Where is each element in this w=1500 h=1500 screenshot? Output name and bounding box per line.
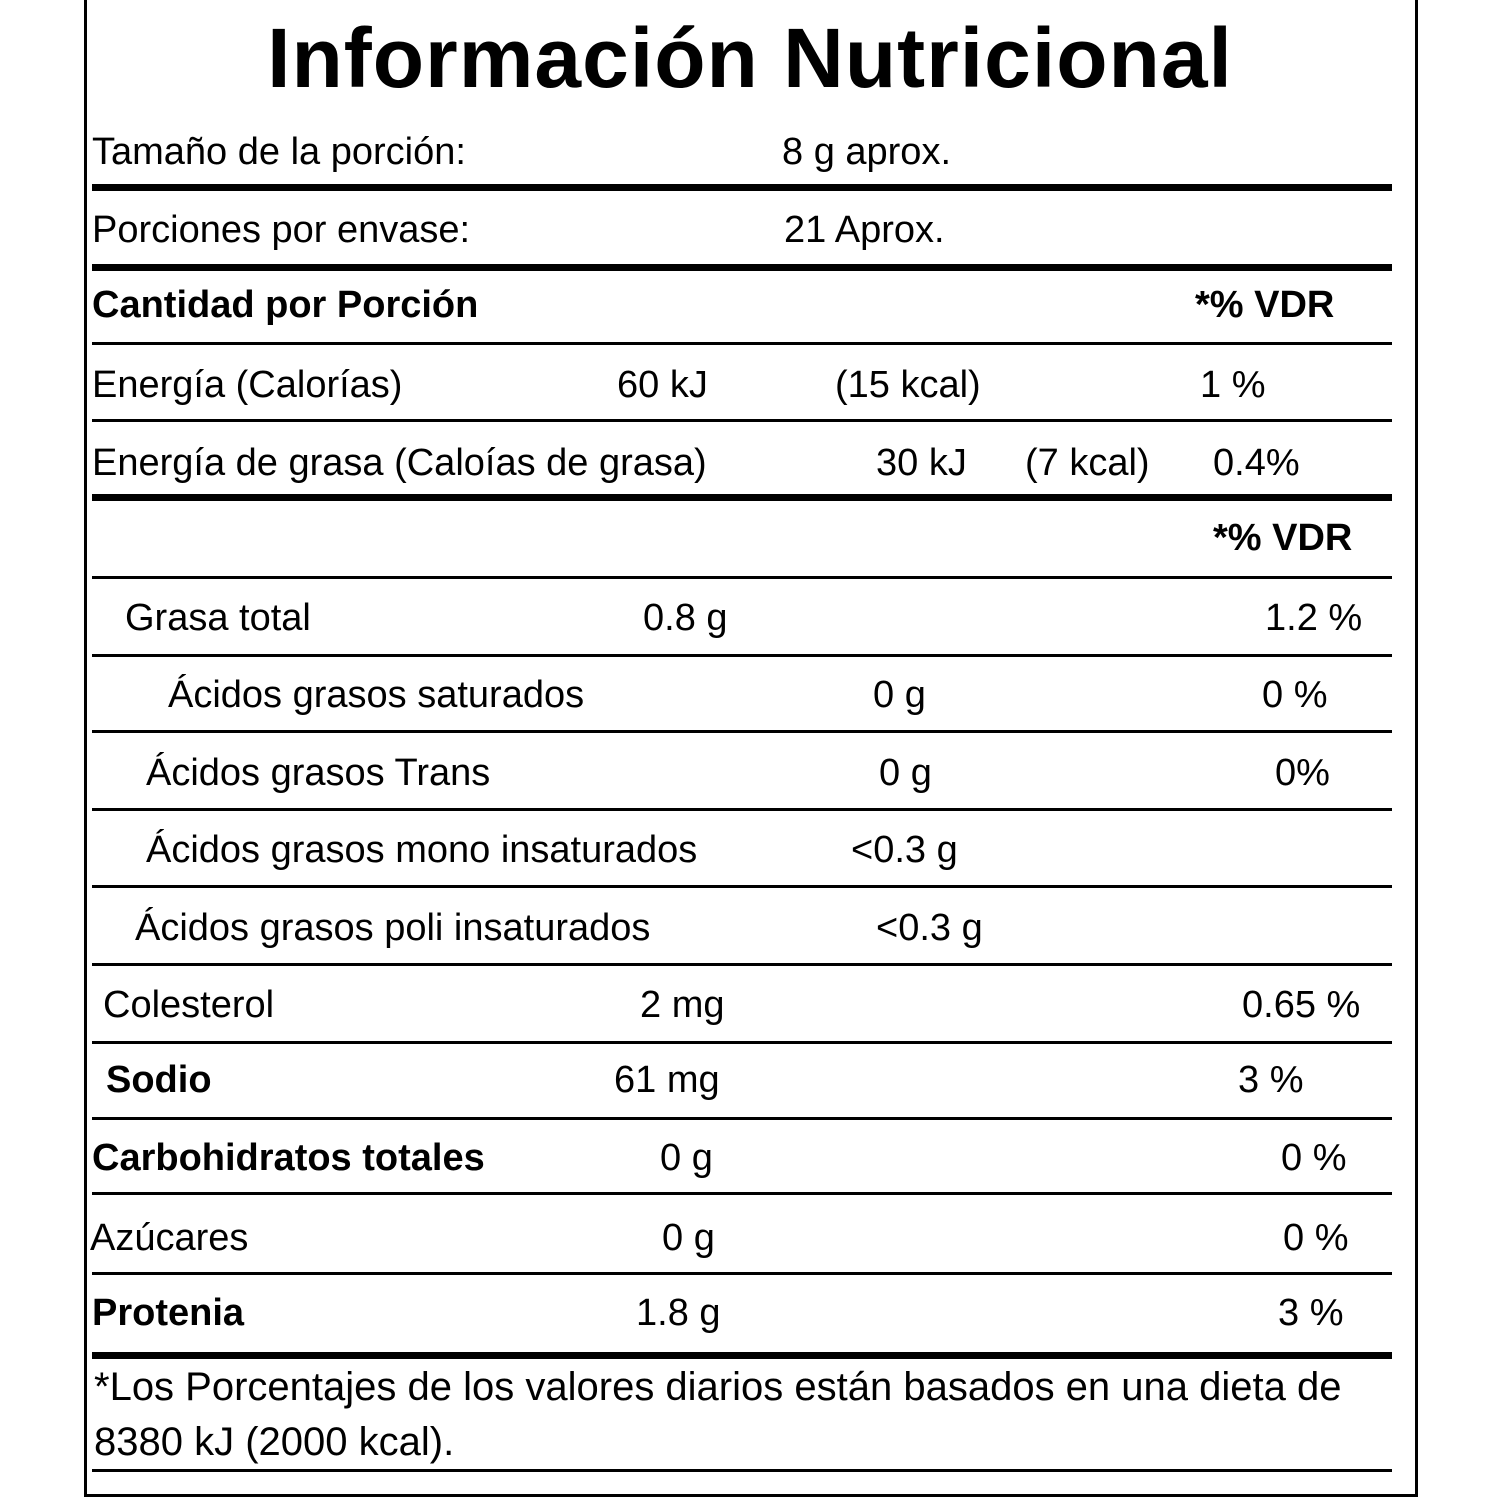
- row-percent: 0.4%: [1213, 442, 1300, 484]
- divider: [92, 184, 1392, 191]
- divider: [92, 1469, 1392, 1472]
- row-percent: 0 %: [1283, 1217, 1349, 1259]
- row-label: Cantidad por Porción: [92, 284, 479, 326]
- divider: [92, 494, 1392, 501]
- divider: [92, 1272, 1392, 1275]
- column-header: *% VDR: [1213, 517, 1353, 559]
- row-value: (7 kcal): [1025, 442, 1150, 484]
- row-value: 2 mg: [640, 984, 725, 1026]
- divider: [92, 1352, 1392, 1359]
- row-value: 60 kJ: [617, 364, 708, 406]
- row-value: <0.3 g: [851, 829, 958, 871]
- row-label: Energía de grasa (Caloías de grasa): [92, 442, 707, 484]
- divider: [92, 808, 1392, 811]
- row-percent: 0.65 %: [1242, 984, 1361, 1026]
- column-header: *% VDR: [1195, 284, 1335, 326]
- row-label: Tamaño de la porción:: [92, 131, 466, 173]
- divider: [92, 1041, 1392, 1044]
- row-label: Protenia: [92, 1292, 245, 1334]
- row-label: Energía (Calorías): [92, 364, 403, 406]
- divider: [92, 1117, 1392, 1120]
- row-label: Azúcares: [90, 1217, 249, 1259]
- row-label: Ácidos grasos poli insaturados: [135, 907, 651, 949]
- row-value: 8 g aprox.: [782, 131, 951, 173]
- row-percent: 1 %: [1200, 364, 1266, 406]
- row-label: Porciones por envase:: [92, 209, 471, 251]
- row-percent: 3 %: [1278, 1292, 1344, 1334]
- divider: [92, 885, 1392, 888]
- title: Información Nutricional: [267, 11, 1233, 105]
- row-percent: 3 %: [1238, 1059, 1304, 1101]
- divider: [92, 730, 1392, 733]
- row-value: 0 g: [879, 752, 932, 794]
- row-value: 21 Aprox.: [784, 209, 945, 251]
- row-percent: 0 %: [1262, 674, 1328, 716]
- row-value: 30 kJ: [876, 442, 967, 484]
- row-value: 0 g: [873, 674, 926, 716]
- row-label: Ácidos grasos mono insaturados: [146, 829, 698, 871]
- row-value: 0 g: [662, 1217, 715, 1259]
- divider: [92, 963, 1392, 966]
- divider: [92, 576, 1392, 579]
- row-percent: 1.2 %: [1265, 597, 1363, 639]
- row-value: (15 kcal): [835, 364, 981, 406]
- row-percent: 0 %: [1281, 1137, 1347, 1179]
- footnote: *Los Porcentajes de los valores diarios …: [94, 1365, 1342, 1464]
- row-value: 0 g: [660, 1137, 713, 1179]
- row-label: Grasa total: [125, 597, 311, 639]
- row-label: Ácidos grasos Trans: [146, 752, 491, 794]
- divider: [92, 1192, 1392, 1195]
- divider: [92, 342, 1392, 345]
- row-label: Carbohidratos totales: [92, 1137, 485, 1179]
- row-value: 1.8 g: [636, 1292, 721, 1334]
- row-label: Colesterol: [103, 984, 275, 1026]
- row-value: <0.3 g: [876, 907, 983, 949]
- divider: [92, 654, 1392, 657]
- row-label: Ácidos grasos saturados: [168, 674, 585, 716]
- row-percent: 0%: [1275, 752, 1330, 794]
- row-label: Sodio: [106, 1059, 212, 1101]
- row-value: 61 mg: [614, 1059, 720, 1101]
- label-frame: [84, 0, 1418, 1497]
- divider: [92, 264, 1392, 271]
- row-value: 0.8 g: [643, 597, 728, 639]
- divider: [92, 419, 1392, 422]
